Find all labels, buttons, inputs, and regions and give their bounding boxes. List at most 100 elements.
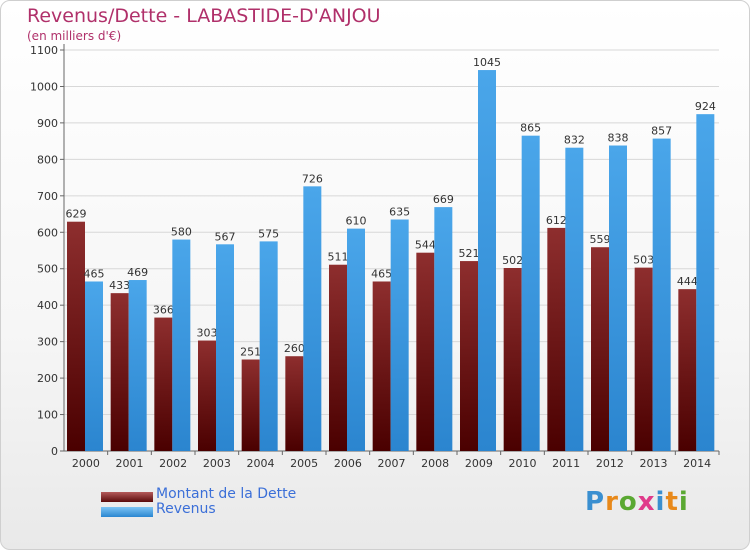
x-tick-label: 2004 [247,457,275,470]
y-tick-label: 200 [37,372,58,385]
value-label-dette: 251 [240,345,261,358]
bar-revenus [434,207,453,451]
bar-dette [329,264,347,451]
bar-dette [634,267,653,451]
x-tick-label: 2014 [683,457,711,470]
bar-dette [285,356,304,451]
value-label-revenus: 857 [651,125,672,138]
bar-revenus [521,135,540,451]
bar-dette [678,289,697,451]
value-label-revenus: 669 [433,193,454,206]
y-tick-label: 800 [37,153,58,166]
value-label-revenus: 469 [127,266,148,279]
value-label-revenus: 924 [695,100,716,113]
bar-dette [67,221,85,451]
x-tick-label: 2001 [116,457,144,470]
bar-revenus [696,114,715,451]
logo-letter: i [678,487,689,517]
value-label-revenus: 610 [346,215,367,228]
y-tick-label: 900 [37,117,58,130]
value-label-revenus: 567 [215,230,236,243]
x-tick-label: 2000 [72,457,100,470]
x-tick-label: 2003 [203,457,231,470]
x-tick-label: 2002 [159,457,187,470]
bar-dette [198,340,216,451]
value-label-dette: 444 [677,275,698,288]
y-tick-label: 400 [37,299,58,312]
bar-revenus [390,219,409,451]
y-tick-label: 500 [37,263,58,276]
x-tick-label: 2013 [640,457,668,470]
logo-letter: P [585,487,606,517]
x-tick-label: 2012 [596,457,624,470]
bar-revenus [85,281,103,451]
bar-dette [372,281,391,451]
value-label-dette: 544 [415,239,436,252]
value-label-dette: 366 [153,304,174,317]
value-label-revenus: 575 [258,227,279,240]
bar-revenus [565,147,584,451]
value-label-dette: 260 [284,342,305,355]
y-tick-label: 1100 [30,44,58,57]
value-label-dette: 433 [109,279,130,292]
bar-revenus [652,138,671,452]
value-label-dette: 612 [546,214,567,227]
value-label-revenus: 832 [564,134,585,147]
logo-letter: x [637,487,656,517]
x-tick-label: 2011 [552,457,580,470]
bar-dette [416,252,435,451]
bar-revenus [216,244,234,451]
y-tick-label: 700 [37,190,58,203]
y-tick-label: 100 [37,409,58,422]
value-label-dette: 502 [502,254,523,267]
bar-dette [154,317,173,451]
value-label-revenus: 580 [171,226,192,239]
bar-dette [547,227,566,451]
x-tick-label: 2010 [509,457,537,470]
bar-dette [503,267,522,451]
value-label-dette: 521 [459,247,480,260]
bar-revenus [303,186,322,451]
logo-letter: t [665,487,679,517]
legend-swatch-revenus [101,507,153,517]
bar-revenus [347,228,365,451]
x-tick-label: 2005 [290,457,318,470]
bar-revenus [259,241,278,451]
proxiti-logo: Proxiti [585,487,689,517]
logo-letter: r [605,487,619,517]
value-label-dette: 559 [590,233,611,246]
chart-title: Revenus/Dette - LABASTIDE-D'ANJOU [27,5,381,27]
value-label-dette: 629 [66,208,87,221]
bar-revenus [478,70,496,452]
logo-letter: i [655,487,666,517]
y-tick-label: 600 [37,226,58,239]
logo-letter: o [618,487,638,517]
chart-subtitle: (en milliers d'€) [27,29,122,43]
value-label-revenus: 1045 [473,56,501,69]
bar-dette [591,247,609,451]
y-tick-label: 1000 [30,80,58,93]
value-label-revenus: 865 [520,122,541,135]
y-tick-label: 0 [51,445,58,458]
bar-revenus [609,145,627,451]
y-tick-label: 300 [37,336,58,349]
bar-dette [110,293,129,451]
value-label-dette: 465 [371,267,392,280]
legend-swatch-dette [101,492,153,502]
bar-revenus [172,239,191,451]
x-tick-label: 2006 [334,457,362,470]
bar-dette [241,359,260,451]
x-tick-label: 2008 [421,457,449,470]
bar-dette [460,261,478,451]
value-label-dette: 303 [197,327,218,340]
bar-revenus [128,280,147,451]
legend-label-revenus: Revenus [156,501,216,517]
legend-label-dette: Montant de la Dette [156,486,297,502]
value-label-revenus: 838 [608,132,629,145]
value-label-revenus: 635 [389,206,410,219]
value-label-revenus: 465 [84,267,105,280]
value-label-dette: 503 [633,254,654,267]
value-label-revenus: 726 [302,172,323,185]
